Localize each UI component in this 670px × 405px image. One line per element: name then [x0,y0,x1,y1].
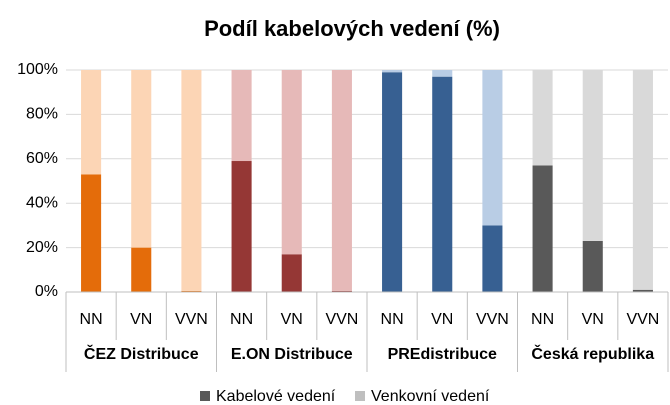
x-tick-label: VN [130,311,152,328]
bar-segment [632,70,653,290]
chart-title: Podíl kabelových vedení (%) [204,16,500,41]
bar-segment [81,70,102,175]
bar-segment [331,290,352,292]
legend-swatch [200,391,210,401]
x-tick-label: NN [381,311,404,328]
group-label: PREdistribuce [388,346,497,363]
bar-segment [532,70,553,166]
y-tick-label: 40% [26,194,58,211]
bar-segment [382,72,403,292]
bar-segment [181,290,202,292]
y-tick-label: 80% [26,106,58,123]
legend-label: Venkovní vedení [371,388,490,405]
group-label: E.ON Distribuce [231,346,353,363]
y-tick-label: 100% [17,61,58,78]
bar-segment [482,70,503,226]
y-tick-label: 0% [35,283,58,300]
x-tick-label: VVN [626,311,659,328]
group-label: Česká republika [531,344,654,363]
x-tick-label: VN [582,311,604,328]
x-tick-label: NN [531,311,554,328]
bar-segment [582,70,603,241]
x-tick-label: VVN [175,311,208,328]
bar-segment [131,247,152,292]
bar-segment [582,240,603,292]
bar-segment [131,70,152,248]
bar-segment [632,289,653,292]
bar-segment [231,70,252,162]
bar-segment [432,70,453,77]
bar-segment [181,70,202,291]
bar-segment [432,76,453,292]
legend-label: Kabelové vedení [216,388,336,405]
x-tick-label: NN [230,311,253,328]
bar-segment [281,254,302,292]
bar-segment [231,161,252,292]
bar-segment [331,70,352,291]
x-tick-label: NN [80,311,103,328]
group-label: ČEZ Distribuce [84,344,199,363]
x-tick-label: VVN [325,311,358,328]
x-tick-label: VN [281,311,303,328]
bar-segment [281,70,302,255]
legend-swatch [355,391,365,401]
x-tick-label: VN [431,311,453,328]
y-tick-label: 20% [26,239,58,256]
bar-segment [532,165,553,292]
bar-segment [81,174,102,292]
x-tick-label: VVN [476,311,509,328]
bar-segment [482,225,503,292]
bar-segment [382,70,403,73]
y-tick-label: 60% [26,150,58,167]
